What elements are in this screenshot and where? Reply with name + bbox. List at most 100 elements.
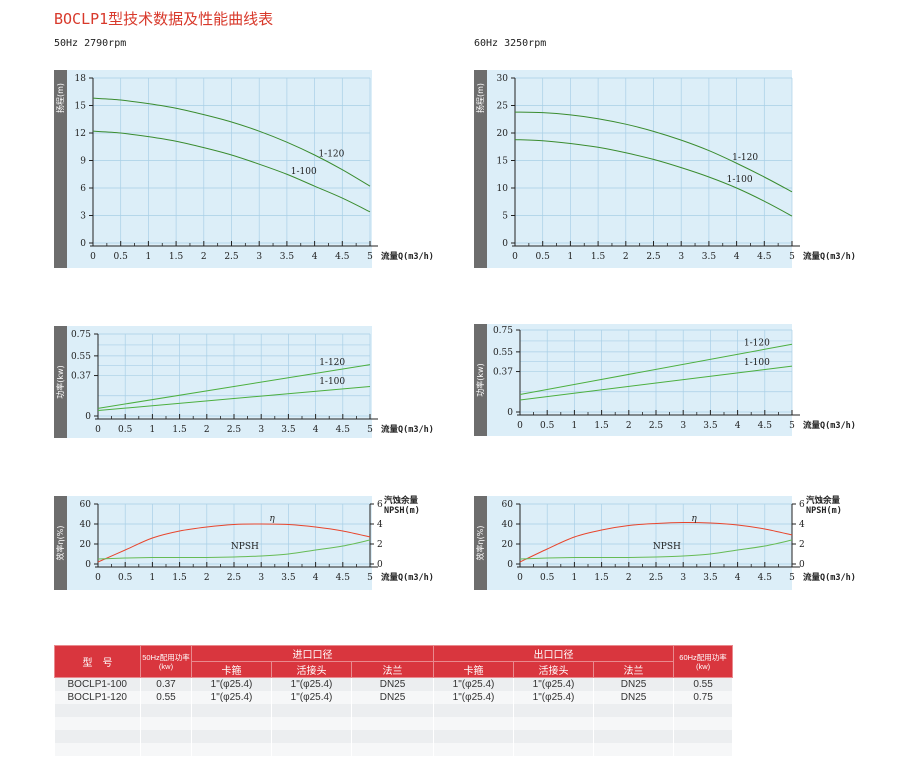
x-tick-label: 2	[204, 425, 210, 435]
table-row	[54, 704, 734, 717]
y-axis-label: 扬程(m)	[55, 83, 65, 113]
x-tick-label: 0	[95, 573, 101, 583]
y2-tick-label: 0	[799, 560, 805, 570]
table-cell-model	[54, 717, 141, 730]
head-chart-50hz: 扬程(m) 0 0.5 1 1.5 2 2.5 3 3.5 4 4.5 5 流量Q(m3/h) 0 3 6 9 1…	[54, 70, 434, 268]
table-cell-in_clamp	[191, 704, 272, 717]
series-label-1-120: 1-120	[744, 338, 770, 348]
y2-axis-label-1: 汽蚀余量	[384, 495, 419, 506]
table-cell-out_flange: DN25	[593, 691, 675, 704]
series-line-NPSH	[519, 539, 793, 560]
right-condition: 60Hz 3250rpm	[474, 38, 547, 49]
th-model: 型 号	[54, 645, 141, 678]
power-chart-60hz: 功率(kw) 0 0.5 1 1.5 2 2.5 3 3.5 4 4.5 5 流量Q(m3/h) 0 0.3…	[474, 324, 856, 436]
table-cell-in_flange	[351, 704, 435, 717]
table-cell-out_union	[513, 717, 595, 730]
table-cell-in_union	[271, 743, 352, 756]
y-tick-label: 9	[80, 157, 86, 167]
x-tick-label: 4.5	[336, 573, 351, 583]
th-inlet-clamp: 卡箍	[191, 661, 272, 678]
series-line-1-100	[514, 139, 793, 217]
x-axis-label: 流量Q(m3/h)	[381, 572, 434, 583]
x-tick-label: 2.5	[227, 573, 242, 583]
series-label-eta: η	[269, 514, 275, 524]
table-cell-out_union	[513, 743, 595, 756]
table-cell-out_clamp: 1"(φ25.4)	[433, 691, 515, 704]
y-tick-label: 20	[497, 129, 509, 139]
th-outlet-union: 活接头	[513, 661, 595, 678]
x-tick-label: 4.5	[758, 421, 773, 431]
y-tick-label: 40	[80, 520, 92, 530]
table-cell-p60: 0.75	[673, 691, 734, 704]
x-tick-label: 3.5	[702, 252, 717, 262]
series-line-1-100	[92, 130, 371, 213]
x-tick-label: 0	[512, 252, 518, 262]
y-tick-label: 0	[507, 408, 513, 418]
series-line-1-100	[519, 365, 793, 401]
x-tick-label: 0	[95, 425, 101, 435]
table-cell-in_union	[271, 704, 352, 717]
x-axis-label: 流量Q(m3/h)	[803, 251, 856, 262]
x-tick-label: 1.5	[169, 252, 184, 262]
axis-strip	[54, 326, 67, 438]
x-tick-label: 5	[789, 573, 795, 583]
x-tick-label: 3	[678, 252, 684, 262]
table-cell-in_flange: DN25	[351, 677, 435, 691]
table-cell-p50	[140, 717, 192, 730]
th-outlet-flange: 法兰	[593, 661, 675, 678]
x-tick-label: 2.5	[646, 252, 661, 262]
spec-table: 型 号 50Hz配用功率(kw) 进口口径 出口口径 60Hz配用功率(kw) …	[54, 645, 734, 756]
x-tick-label: 1	[572, 421, 578, 431]
x-tick-label: 2.5	[224, 252, 239, 262]
x-tick-label: 2.5	[649, 421, 664, 431]
x-tick-label: 4	[312, 252, 318, 262]
x-tick-label: 3.5	[280, 252, 295, 262]
x-tick-label: 1.5	[172, 573, 187, 583]
table-cell-out_flange	[593, 717, 675, 730]
y-tick-label: 60	[502, 500, 514, 510]
y-tick-label: 12	[75, 129, 86, 139]
x-tick-label: 1.5	[172, 425, 187, 435]
table-cell-in_clamp	[191, 743, 272, 756]
y-tick-label: 30	[497, 74, 509, 84]
axis-strip	[474, 70, 487, 268]
y2-axis-label-1: 汽蚀余量	[806, 495, 841, 506]
x-tick-label: 4.5	[336, 425, 351, 435]
x-tick-label: 4	[734, 252, 740, 262]
x-tick-label: 3.5	[703, 421, 718, 431]
plot-panel	[54, 496, 372, 590]
y-axis-label: 效率η(%)	[55, 526, 65, 561]
x-tick-label: 4.5	[757, 252, 772, 262]
axis-strip	[474, 324, 487, 436]
x-tick-label: 4	[313, 573, 319, 583]
x-tick-label: 2	[201, 252, 207, 262]
x-tick-label: 1.5	[594, 573, 609, 583]
y-tick-label: 5	[502, 212, 508, 222]
th-outlet: 出口口径	[433, 645, 675, 662]
x-tick-label: 5	[789, 252, 795, 262]
page-title: BOCLP1型技术数据及性能曲线表	[54, 10, 274, 28]
y-tick-label: 0	[85, 412, 91, 422]
table-cell-p60	[673, 717, 734, 730]
y-axis-label: 扬程(m)	[475, 83, 485, 113]
x-tick-label: 0	[517, 421, 523, 431]
series-label-npsh: NPSH	[231, 542, 259, 552]
y-tick-label: 15	[75, 102, 87, 112]
th-power50: 50Hz配用功率(kw)	[140, 645, 192, 678]
x-axis-label: 流量Q(m3/h)	[381, 251, 434, 262]
x-tick-label: 1	[150, 425, 156, 435]
table-cell-out_flange: DN25	[593, 677, 675, 691]
table-cell-model: BOCLP1-100	[54, 677, 141, 691]
y-tick-label: 0	[80, 239, 86, 249]
series-line-η	[519, 521, 793, 563]
table-cell-p60	[673, 743, 734, 756]
table-row	[54, 743, 734, 756]
table-cell-in_union: 1"(φ25.4)	[271, 677, 352, 691]
x-tick-label: 3	[680, 573, 686, 583]
x-tick-label: 3.5	[281, 573, 296, 583]
x-tick-label: 0.5	[114, 252, 129, 262]
series-label-1-100: 1-100	[291, 167, 317, 177]
table-cell-p50	[140, 730, 192, 743]
table-cell-in_clamp: 1"(φ25.4)	[191, 677, 272, 691]
series-line-1-120	[97, 364, 371, 409]
